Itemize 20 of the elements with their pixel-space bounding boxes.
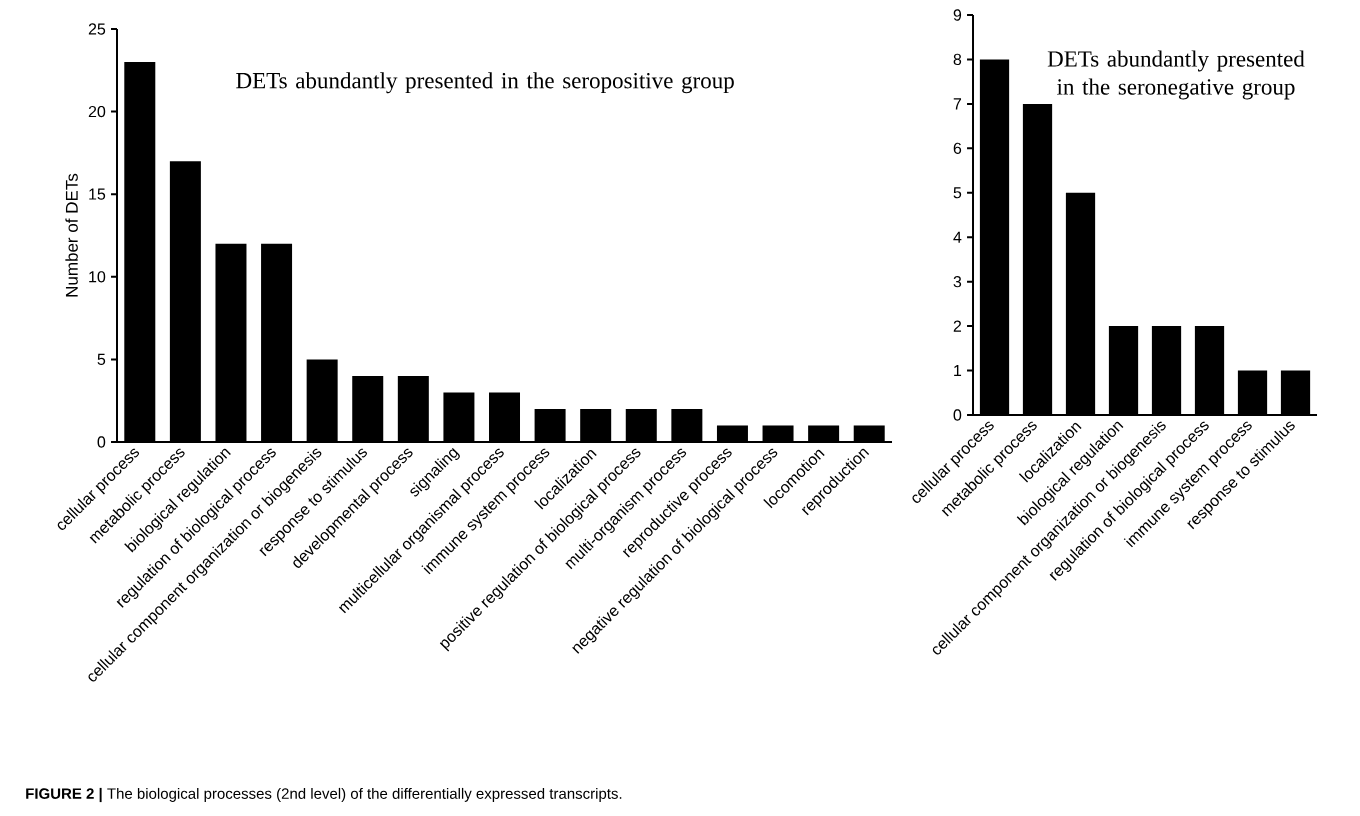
text: DETs abundantly presented in the seronegative group [1047,50,1305,100]
y-tick-label: 7 [953,98,962,110]
y-tick-label: 20 [88,105,106,118]
y-axis-title: Number of DETs [65,173,78,297]
y-tick-label: 0 [97,436,106,448]
y-tick-label: 15 [89,188,106,200]
y-tick-label: 9 [953,9,962,21]
y-tick-label: 0 [953,409,962,421]
y-tick-label: 8 [953,53,962,66]
y-tick-label: 3 [953,276,962,288]
y-tick-label: 25 [88,23,106,35]
y-tick-label: 4 [953,231,962,243]
text: DETs abundantly presented in the seropositive group [236,72,734,94]
y-tick-label: 5 [953,187,962,199]
text: FIGURE 2 | The biological processes (2nd level) of the differentially expressed transcripts. [26,787,622,803]
y-tick-label: 5 [97,353,106,365]
y-tick-label: 6 [953,142,962,154]
y-tick-label: 2 [953,320,962,332]
y-tick-label: 1 [954,365,962,377]
y-tick-label: 10 [89,271,106,283]
